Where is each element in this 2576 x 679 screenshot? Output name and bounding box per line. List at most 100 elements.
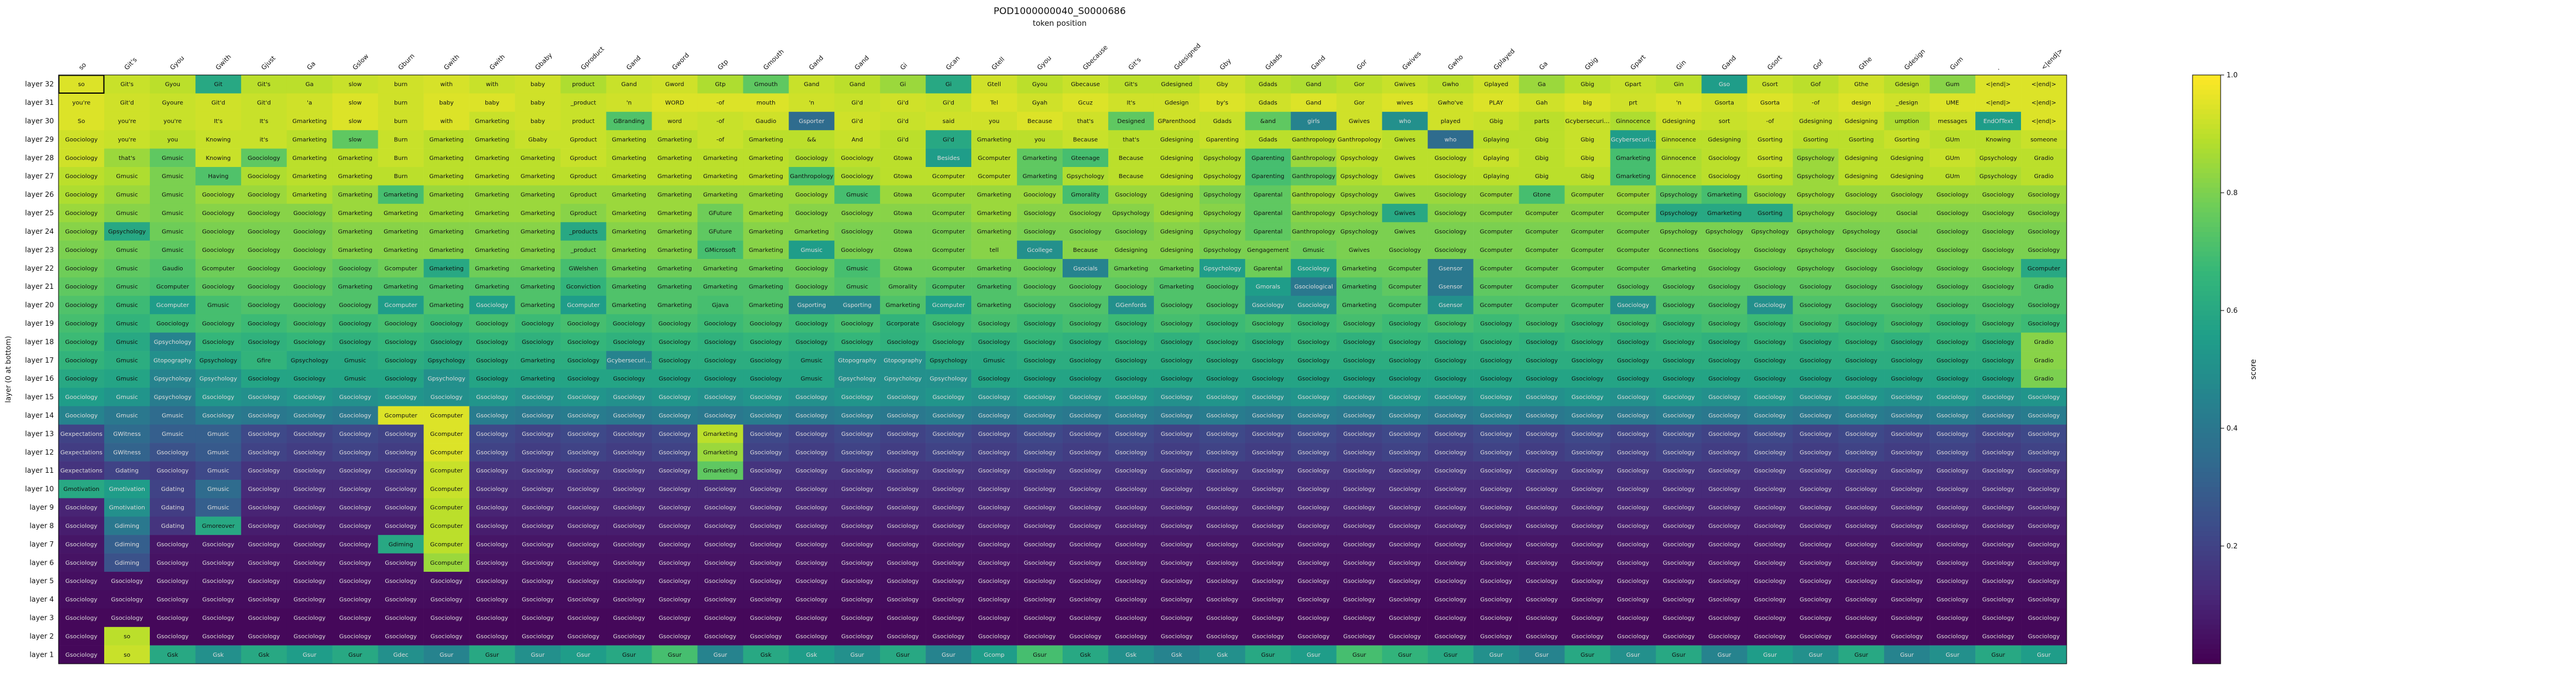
heatmap-cell-label: Gsorting: [1758, 155, 1783, 162]
heatmap-cell-label: Gsociology: [1937, 357, 1969, 364]
heatmap-cell: [1063, 295, 1109, 315]
heatmap-cell-label: Gmusic: [116, 376, 138, 383]
heatmap-cell-label: Gsociology: [933, 505, 965, 511]
colorbar-segment: [2193, 202, 2221, 208]
heatmap-cell: [515, 130, 561, 149]
heatmap-cell-label: Gcomputer: [567, 302, 600, 309]
heatmap-cell-label: Gsociology: [887, 449, 919, 456]
heatmap-cell-label: slow: [349, 118, 362, 125]
colorbar-segment: [2193, 344, 2221, 350]
heatmap-cell: [1747, 222, 1793, 241]
heatmap-cell-label: Gsociology: [841, 413, 873, 419]
heatmap-cell-label: Gsociology: [1571, 486, 1604, 493]
heatmap-cell-label: Gsociology: [1070, 449, 1102, 456]
heatmap-cell-label: Gsociology: [66, 578, 98, 585]
heatmap-cell-label: Gsociology: [978, 633, 1010, 640]
heatmap-cell-label: Gsociology: [1252, 578, 1284, 585]
heatmap-cell-label: Goociology: [339, 320, 372, 327]
heatmap-cell-label: Goociology: [248, 228, 280, 235]
heatmap-cell-label: Gsociology: [1526, 376, 1558, 383]
heatmap-cell-label: Goociology: [293, 210, 326, 217]
heatmap-cell-label: -of: [1766, 118, 1775, 125]
heatmap-cell-label: Gdating: [161, 523, 184, 530]
heatmap-cell-label: Gsur: [531, 652, 545, 658]
heatmap-cell: [2021, 93, 2067, 112]
heatmap-cell: [1884, 93, 1930, 112]
heatmap-cell: [971, 75, 1018, 94]
heatmap-cell-label: Gsur: [1763, 652, 1777, 658]
heatmap-cell: [1245, 75, 1292, 94]
colorbar-segment: [2193, 565, 2221, 571]
heatmap-cell-label: Gsociology: [1663, 486, 1695, 493]
heatmap-cell-label: Gcomputer: [978, 173, 1011, 180]
heatmap-cell-label: Gsociology: [339, 615, 371, 622]
heatmap-cell-label: Gsociology: [522, 431, 554, 438]
heatmap-cell: [1793, 93, 1839, 112]
heatmap-cell-label: Gsociology: [1891, 615, 1923, 622]
heatmap-cell: [1519, 185, 1565, 204]
heatmap-cell-label: Gsociology: [567, 376, 600, 383]
heatmap-cell-label: Gbig: [1581, 81, 1594, 88]
heatmap-cell-label: burn: [394, 118, 407, 125]
heatmap-cell: [880, 277, 926, 296]
heatmap-cell-label: Burn: [394, 173, 407, 180]
heatmap-cell-label: Burn: [394, 137, 407, 143]
heatmap-cell: [1245, 130, 1292, 149]
heatmap-cell: [1564, 167, 1611, 186]
heatmap-cell-label: Gsociology: [1480, 320, 1512, 327]
heatmap-cell-label: with: [486, 81, 498, 88]
heatmap-cell: [789, 93, 835, 112]
heatmap-cell-label: Gsociology: [933, 468, 965, 475]
heatmap-cell-label: Gsociology: [1845, 615, 1878, 622]
heatmap-cell: [789, 203, 835, 223]
heatmap-cell-label: Gsociology: [430, 615, 463, 622]
heatmap-cell-label: Gsociology: [1663, 560, 1695, 567]
heatmap-cell-label: Gsur: [1261, 652, 1275, 658]
heatmap-cell-label: Gsociology: [1480, 449, 1512, 456]
heatmap-cell: [1063, 277, 1109, 296]
heatmap-cell: [1701, 167, 1748, 186]
heatmap-cell-label: Gaudio: [162, 265, 183, 272]
heatmap-cell: [926, 259, 972, 278]
heatmap-cell: [1930, 259, 1976, 278]
colorbar-segment: [2193, 207, 2221, 213]
heatmap-cell: [1519, 130, 1565, 149]
heatmap-cell-label: Gcuz: [1078, 100, 1093, 107]
colorbar-segment: [2193, 644, 2221, 650]
heatmap-cell: [286, 93, 333, 112]
heatmap-cell-label: Goociology: [248, 210, 280, 217]
heatmap-cell-label: Gsociology: [1891, 339, 1923, 346]
heatmap-cell: [1153, 277, 1200, 296]
heatmap-cell-label: Gsociology: [1891, 541, 1923, 548]
heatmap-cell-label: Goociology: [65, 247, 98, 254]
heatmap-cell-label: Gsociology: [887, 578, 919, 585]
heatmap-cell-label: Gsociology: [1982, 357, 2015, 364]
colorbar-segment: [2193, 634, 2221, 640]
colorbar-segment: [2193, 570, 2221, 576]
heatmap-cell: [515, 240, 561, 260]
heatmap-cell-label: Gsociology: [1937, 560, 1969, 567]
heatmap-cell-label: Gsociology: [1389, 431, 1421, 438]
heatmap-cell-label: Gmusic: [116, 265, 138, 272]
heatmap-cell-label: Gsociology: [567, 597, 600, 603]
heatmap-cell-label: Gsociology: [978, 486, 1010, 493]
heatmap-cell-label: Gmarketing: [383, 247, 418, 254]
heatmap-cell-label: Gsocial: [1896, 228, 1917, 235]
heatmap-cell: [332, 222, 378, 241]
heatmap-cell-label: Gsociology: [1207, 486, 1239, 493]
heatmap-cell-label: Gsociology: [1891, 376, 1923, 383]
heatmap-cell-label: Gsociology: [476, 357, 508, 364]
heatmap-cell-label: Gsociology: [1937, 633, 1969, 640]
heatmap-cell-label: Gsociology: [1115, 394, 1147, 401]
heatmap-cell: [423, 93, 470, 112]
heatmap-cell-label: Gsociology: [430, 633, 463, 640]
heatmap-cell-label: Gsociology: [293, 486, 326, 493]
heatmap-cell: [241, 185, 287, 204]
heatmap-cell-label: Gsociology: [203, 541, 235, 548]
heatmap-cell: [1063, 93, 1109, 112]
heatmap-cell-label: Gsociology: [1480, 560, 1512, 567]
heatmap-cell-label: Gsorting: [1895, 137, 1920, 143]
heatmap-cell-label: Gsociology: [1070, 541, 1102, 548]
heatmap-cell-label: slow: [349, 100, 362, 107]
heatmap-cell: [1519, 93, 1565, 112]
